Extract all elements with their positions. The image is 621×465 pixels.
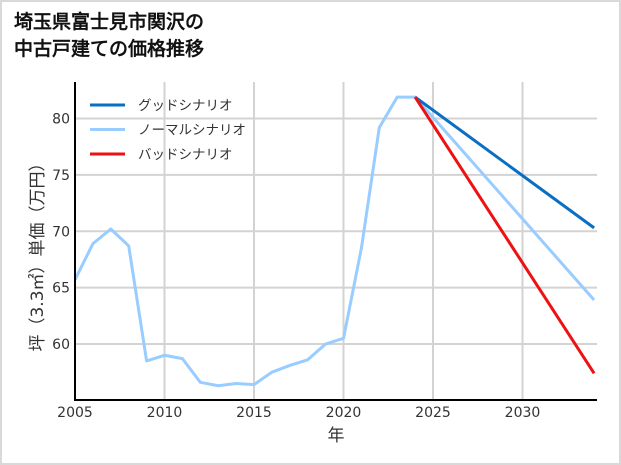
- y-tick-label: 70: [52, 224, 70, 240]
- x-tick-label: 2030: [505, 405, 541, 421]
- x-tick-label: 2020: [326, 405, 362, 421]
- legend-label: ノーマルシナリオ: [138, 123, 246, 139]
- grid-lines: [74, 82, 597, 400]
- axes: [74, 82, 597, 401]
- x-tick-labels: 2005 2010 2015 2020 2025 2030: [57, 405, 540, 421]
- y-tick-label: 60: [52, 337, 70, 353]
- y-tick-label: 65: [52, 281, 70, 297]
- x-tick-label: 2025: [415, 405, 451, 421]
- y-tick-labels: 60 65 70 75 80: [52, 112, 70, 354]
- series-line: [75, 95, 596, 388]
- x-tick-label: 2010: [147, 405, 183, 421]
- data-lines: [75, 95, 596, 388]
- title-line-2: 中古戸建ての価格推移: [14, 38, 205, 60]
- y-axis-label: 坪（3.3㎡）単価（万円）: [28, 154, 48, 351]
- y-tick-label: 75: [52, 168, 70, 184]
- x-tick-label: 2005: [57, 405, 93, 421]
- x-axis-label: 年: [328, 426, 345, 446]
- series-line: [413, 96, 596, 375]
- y-tick-label: 80: [52, 112, 70, 128]
- title-line-1: 埼玉県富士見市関沢の: [14, 11, 205, 33]
- x-tick-label: 2015: [236, 405, 272, 421]
- chart-title: 埼玉県富士見市関沢の 中古戸建ての価格推移: [14, 9, 204, 63]
- legend-label: バッドシナリオ: [138, 147, 233, 163]
- legend-label: グッドシナリオ: [138, 98, 233, 114]
- series-line: [414, 95, 595, 230]
